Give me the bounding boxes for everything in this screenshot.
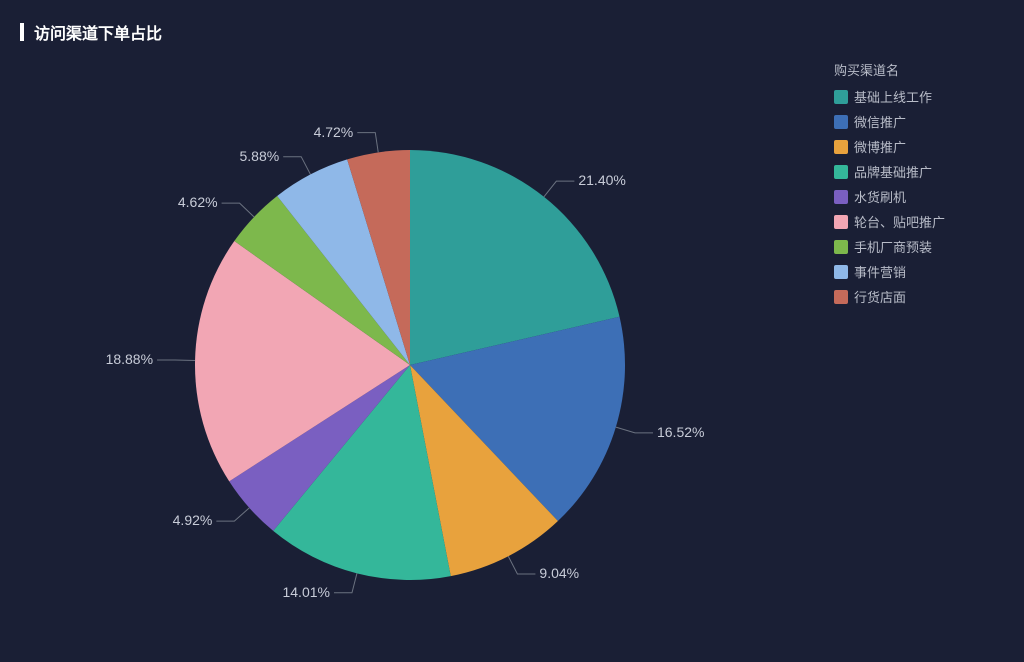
legend-item[interactable]: 微信推广 — [834, 112, 989, 131]
chart-legend: 购买渠道名 基础上线工作微信推广微博推广品牌基础推广水货刷机轮台、贴吧推广手机厂… — [834, 60, 989, 306]
chart-title: 访问渠道下单占比 — [34, 20, 162, 44]
legend-item[interactable]: 事件营销 — [834, 262, 989, 281]
legend-swatch — [834, 290, 848, 304]
slice-label: 5.88% — [239, 148, 279, 164]
legend-swatch — [834, 165, 848, 179]
legend-swatch — [834, 115, 848, 129]
legend-swatch — [834, 265, 848, 279]
legend-swatch — [834, 90, 848, 104]
legend-item[interactable]: 品牌基础推广 — [834, 162, 989, 181]
legend-label: 轮台、贴吧推广 — [854, 212, 945, 231]
legend-label: 基础上线工作 — [854, 87, 932, 106]
legend-label: 事件营销 — [854, 262, 906, 281]
slice-label: 16.52% — [657, 424, 704, 440]
legend-item[interactable]: 基础上线工作 — [834, 87, 989, 106]
legend-label: 行货店面 — [854, 287, 906, 306]
pie-chart-area: 21.40% 16.52% 9.04% 14.01% 4.92% 18.88% 4.62% 5… — [0, 50, 820, 650]
legend-label: 品牌基础推广 — [854, 162, 932, 181]
slice-label: 14.01% — [282, 584, 329, 600]
slice-label: 21.40% — [578, 172, 625, 188]
pie-chart-svg — [195, 150, 625, 580]
legend-swatch — [834, 215, 848, 229]
legend-swatch — [834, 240, 848, 254]
slice-label: 4.62% — [178, 194, 218, 210]
legend-label: 微博推广 — [854, 137, 906, 156]
legend-label: 微信推广 — [854, 112, 906, 131]
slice-label: 4.72% — [314, 124, 354, 140]
legend-label: 水货刷机 — [854, 187, 906, 206]
slice-label: 9.04% — [539, 565, 579, 581]
legend-item[interactable]: 行货店面 — [834, 287, 989, 306]
legend-label: 手机厂商预装 — [854, 237, 932, 256]
legend-item[interactable]: 水货刷机 — [834, 187, 989, 206]
title-accent-bar — [20, 23, 24, 41]
legend-item[interactable]: 手机厂商预装 — [834, 237, 989, 256]
chart-header: 访问渠道下单占比 — [0, 0, 1024, 44]
legend-item[interactable]: 轮台、贴吧推广 — [834, 212, 989, 231]
legend-title: 购买渠道名 — [834, 60, 989, 79]
legend-swatch — [834, 140, 848, 154]
legend-item[interactable]: 微博推广 — [834, 137, 989, 156]
legend-items: 基础上线工作微信推广微博推广品牌基础推广水货刷机轮台、贴吧推广手机厂商预装事件营… — [834, 87, 989, 306]
slice-label: 18.88% — [106, 351, 153, 367]
legend-swatch — [834, 190, 848, 204]
slice-label: 4.92% — [173, 512, 213, 528]
